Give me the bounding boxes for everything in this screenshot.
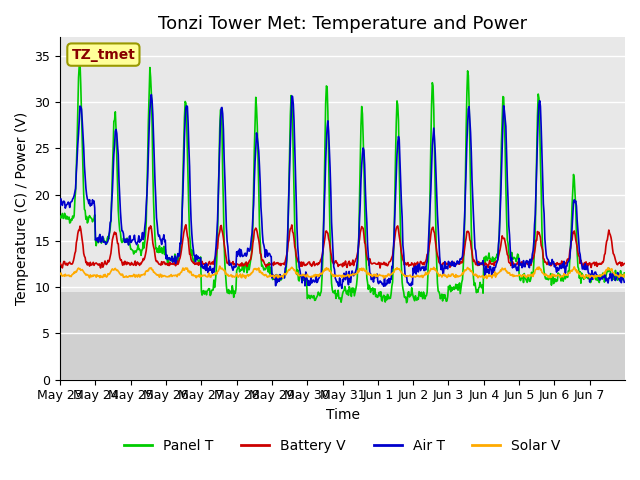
Battery V bbox=[434, 252, 442, 258]
Solar V bbox=[580, 276, 588, 281]
Solar V bbox=[401, 274, 409, 280]
Panel T bbox=[276, 273, 284, 279]
Air T bbox=[122, 240, 130, 245]
Panel T bbox=[255, 185, 262, 191]
X-axis label: Time: Time bbox=[326, 408, 360, 422]
Panel T bbox=[227, 288, 235, 294]
Solar V bbox=[255, 265, 262, 271]
Battery V bbox=[122, 262, 130, 267]
Air T bbox=[338, 286, 346, 291]
Line: Battery V: Battery V bbox=[60, 225, 624, 268]
Text: TZ_tmet: TZ_tmet bbox=[72, 48, 135, 61]
Solar V bbox=[122, 273, 130, 279]
Panel T bbox=[401, 295, 409, 300]
Panel T bbox=[56, 214, 64, 219]
Solar V bbox=[276, 274, 284, 280]
Line: Panel T: Panel T bbox=[60, 63, 624, 303]
Panel T bbox=[76, 60, 84, 66]
Line: Solar V: Solar V bbox=[60, 266, 624, 278]
Battery V bbox=[182, 222, 189, 228]
Solar V bbox=[620, 272, 628, 277]
Solar V bbox=[216, 263, 223, 269]
Solar V bbox=[227, 272, 235, 278]
Air T bbox=[227, 261, 235, 266]
Solar V bbox=[433, 269, 440, 275]
Bar bbox=[60, 292, 625, 380]
Legend: Panel T, Battery V, Air T, Solar V: Panel T, Battery V, Air T, Solar V bbox=[119, 433, 566, 458]
Battery V bbox=[415, 265, 423, 271]
Air T bbox=[56, 203, 64, 208]
Panel T bbox=[434, 280, 442, 286]
Air T bbox=[255, 148, 262, 154]
Air T bbox=[147, 92, 155, 97]
Battery V bbox=[276, 261, 284, 266]
Panel T bbox=[620, 270, 628, 276]
Solar V bbox=[56, 271, 64, 277]
Line: Air T: Air T bbox=[60, 95, 624, 288]
Title: Tonzi Tower Met: Temperature and Power: Tonzi Tower Met: Temperature and Power bbox=[158, 15, 527, 33]
Battery V bbox=[227, 261, 235, 266]
Air T bbox=[620, 279, 628, 285]
Panel T bbox=[403, 300, 410, 306]
Panel T bbox=[124, 235, 131, 241]
Battery V bbox=[255, 237, 262, 242]
Battery V bbox=[620, 261, 628, 266]
Y-axis label: Temperature (C) / Power (V): Temperature (C) / Power (V) bbox=[15, 112, 29, 305]
Air T bbox=[402, 274, 410, 279]
Air T bbox=[276, 272, 284, 277]
Battery V bbox=[401, 260, 409, 266]
Air T bbox=[434, 212, 442, 217]
Battery V bbox=[56, 260, 64, 266]
